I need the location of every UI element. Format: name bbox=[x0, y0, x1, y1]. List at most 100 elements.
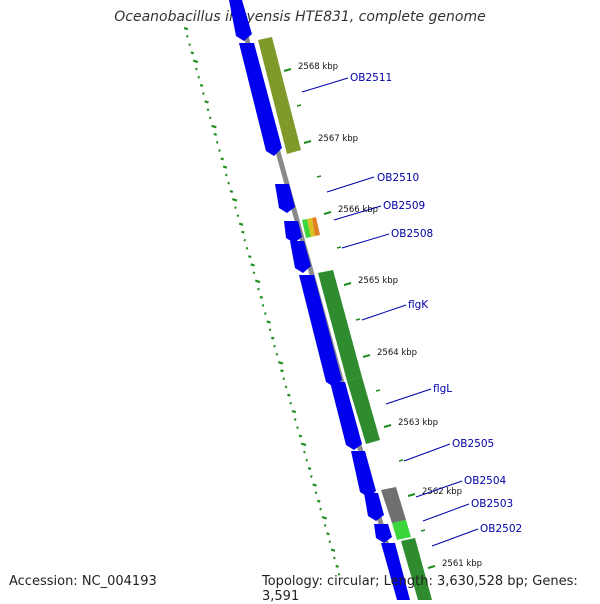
gc-skew-mark bbox=[289, 401, 292, 405]
gene-leader-line bbox=[341, 233, 390, 249]
cds-track bbox=[229, 0, 410, 600]
gc-skew-mark bbox=[215, 141, 219, 144]
gc-skew-mark bbox=[234, 206, 237, 209]
gc-skew-mark bbox=[250, 263, 255, 267]
gene-label: OB2504 bbox=[464, 475, 507, 487]
gc-skew-mark bbox=[280, 369, 284, 373]
gene-leader-line bbox=[422, 503, 470, 522]
feature-track bbox=[258, 37, 432, 600]
gc-skew-mark bbox=[257, 287, 260, 291]
scale-minor-tick bbox=[336, 246, 342, 249]
gc-skew-mark bbox=[231, 198, 238, 202]
gc-skew-mark bbox=[190, 51, 195, 55]
gc-skew-mark bbox=[326, 532, 330, 536]
gc-skew-mark bbox=[291, 409, 297, 414]
gene-label: OB2505 bbox=[452, 438, 494, 450]
gene-leader-line bbox=[415, 480, 463, 498]
gc-skew-mark bbox=[273, 344, 276, 348]
gene-leader-line bbox=[431, 528, 479, 547]
gc-skew-mark bbox=[197, 75, 201, 79]
gc-skew-mark bbox=[183, 26, 189, 31]
cds-arrow bbox=[290, 241, 311, 273]
gc-skew-mark bbox=[298, 434, 303, 438]
gc-skew-mark bbox=[287, 393, 291, 397]
gc-skew-mark bbox=[335, 564, 339, 568]
cds-arrow bbox=[275, 184, 295, 213]
scale-tick-label: 2561 kbp bbox=[442, 559, 482, 569]
feature-box-stripe bbox=[312, 217, 320, 236]
gc-skew-mark bbox=[188, 43, 191, 46]
gene-label: OB2509 bbox=[383, 200, 425, 212]
gc-skew-mark bbox=[241, 230, 245, 234]
gc-skew-mark bbox=[305, 458, 309, 462]
gc-skew-mark bbox=[275, 352, 279, 356]
gc-skew-mark bbox=[296, 426, 299, 429]
gc-skew-mark bbox=[211, 124, 217, 129]
gc-skew-mark bbox=[229, 189, 234, 193]
gene-label: OB2510 bbox=[377, 172, 419, 184]
scale-tick bbox=[283, 68, 292, 72]
gc-skew-mark bbox=[238, 222, 244, 226]
scale-minor-tick bbox=[420, 529, 426, 532]
gc-skew-mark bbox=[319, 507, 322, 511]
gc-skew-mark bbox=[266, 320, 271, 324]
gc-skew-mark bbox=[208, 116, 212, 120]
gc-skew-mark bbox=[333, 556, 336, 560]
gene-label: OB2511 bbox=[350, 72, 392, 84]
gc-skew-track bbox=[183, 26, 341, 576]
cds-arrow bbox=[299, 275, 342, 387]
feature-box-green bbox=[401, 538, 432, 600]
scale-tick bbox=[407, 493, 416, 497]
cds-arrow bbox=[330, 382, 362, 450]
gene-label: OB2502 bbox=[480, 523, 522, 535]
map-title: Oceanobacillus iheyensis HTE831, complet… bbox=[114, 9, 486, 25]
gene-labels: OB2511 OB2510 OB2509 OB2508 flgK flgL OB2505 OB… bbox=[301, 72, 522, 547]
gc-skew-mark bbox=[337, 572, 341, 576]
gc-skew-mark bbox=[245, 246, 249, 250]
gc-skew-mark bbox=[220, 157, 224, 161]
cds-arrow bbox=[364, 493, 384, 521]
gc-skew-mark bbox=[307, 467, 312, 471]
scale-tick-label: 2563 kbp bbox=[398, 418, 438, 428]
gc-skew-mark bbox=[328, 540, 332, 544]
scale-tick-label: 2566 kbp bbox=[338, 205, 378, 215]
cds-arrow bbox=[351, 451, 376, 497]
gc-skew-mark bbox=[293, 418, 297, 421]
gc-skew-mark bbox=[321, 515, 328, 520]
gc-skew-mark bbox=[202, 92, 205, 95]
scale-tick bbox=[383, 424, 392, 428]
gc-skew-mark bbox=[236, 214, 240, 218]
gc-skew-mark bbox=[261, 304, 265, 307]
gc-skew-mark bbox=[330, 548, 336, 552]
cds-arrow bbox=[374, 524, 392, 543]
gc-skew-mark bbox=[204, 100, 209, 104]
scale-tick-label: 2567 kbp bbox=[318, 134, 358, 144]
gc-skew-mark bbox=[199, 83, 204, 87]
scale-minor-tick bbox=[296, 104, 302, 107]
scale-tick-label: 2568 kbp bbox=[298, 62, 338, 72]
gene-leader-line bbox=[301, 77, 349, 93]
feature-box-green bbox=[318, 270, 362, 381]
scale-minor-tick bbox=[355, 318, 361, 321]
gc-skew-mark bbox=[270, 336, 275, 340]
feature-box-olive bbox=[258, 37, 301, 154]
gc-skew-mark bbox=[192, 59, 199, 64]
feature-box-stripe bbox=[302, 219, 311, 238]
gene-label: flgL bbox=[433, 383, 452, 395]
gene-leader-line bbox=[326, 176, 375, 193]
accession-text: Accession: NC_004193 bbox=[9, 574, 157, 589]
scale-minor-tick bbox=[316, 175, 322, 178]
gene-label: flgK bbox=[408, 299, 429, 311]
cds-arrow bbox=[284, 221, 302, 243]
gc-skew-mark bbox=[248, 255, 252, 259]
scale-tick bbox=[303, 140, 312, 144]
gc-skew-mark bbox=[213, 132, 218, 136]
gc-skew-mark bbox=[310, 475, 313, 478]
gc-skew-mark bbox=[314, 491, 318, 495]
scale-minor-tick bbox=[398, 459, 404, 462]
feature-box-lightgreen bbox=[392, 520, 411, 540]
gc-skew-mark bbox=[316, 499, 321, 503]
cds-arrow bbox=[229, 0, 252, 41]
gc-skew-mark bbox=[300, 442, 307, 447]
